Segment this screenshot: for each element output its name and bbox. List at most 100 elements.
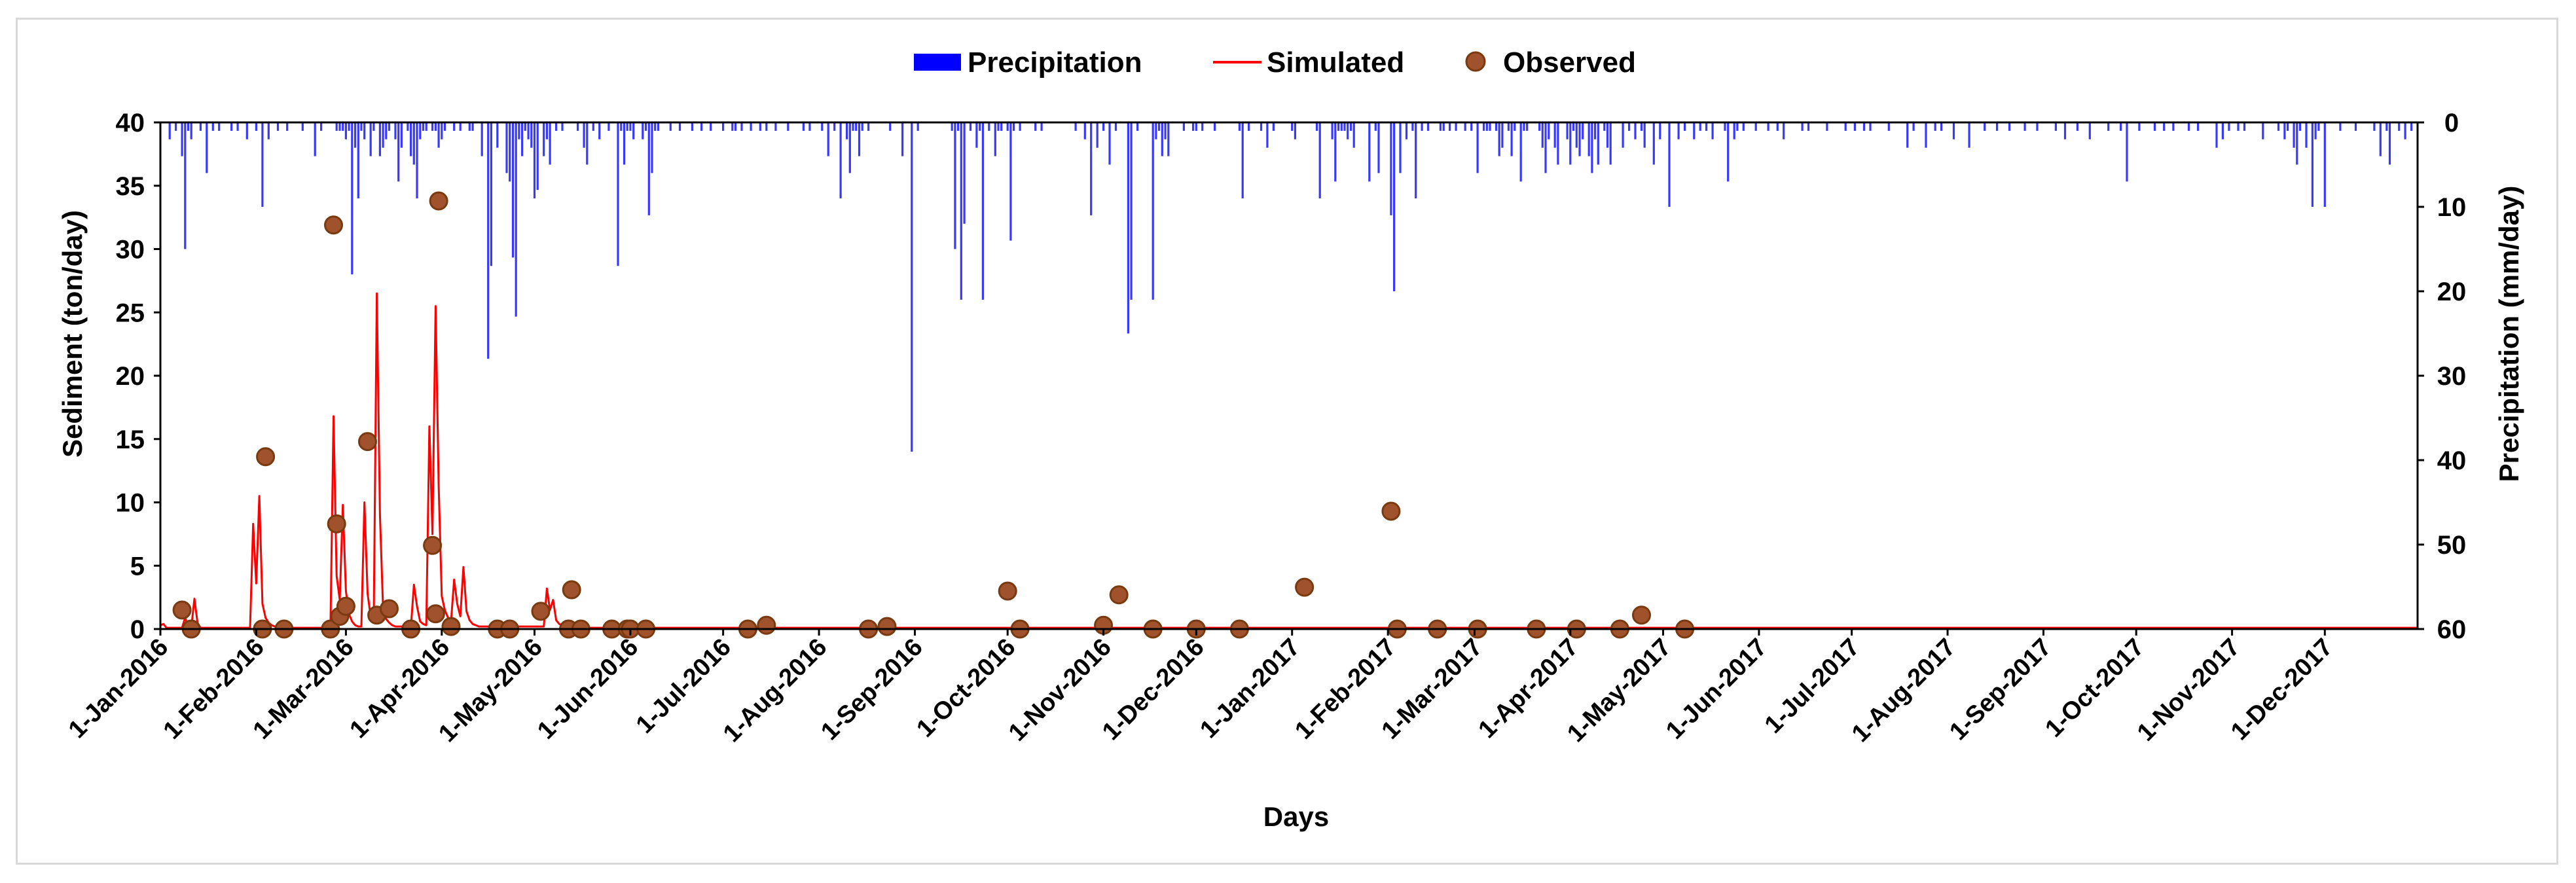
precip-bar: [314, 122, 316, 156]
observed-point: [1295, 577, 1315, 597]
precip-bar: [1578, 122, 1581, 156]
precip-bar: [1628, 122, 1631, 131]
observed-point: [531, 602, 551, 621]
x-axis-ticks: 1-Jan-20161-Feb-20161-Mar-20161-Apr-2016…: [63, 629, 2338, 748]
precip-bar: [1000, 122, 1003, 131]
precip-bar: [960, 122, 962, 300]
precip-bar: [1291, 122, 1294, 131]
precip-bar: [360, 122, 363, 131]
precip-bar: [647, 122, 650, 215]
observed-point: [757, 615, 776, 635]
precip-bar: [1523, 122, 1525, 131]
precip-bar: [617, 122, 619, 266]
precip-bar: [338, 122, 341, 131]
x-tick-label: 1-Jul-2017: [1760, 634, 1865, 739]
precip-bar: [1912, 122, 1915, 131]
precip-bar: [1553, 122, 1556, 148]
precip-bar: [1152, 122, 1154, 300]
precip-bar: [431, 122, 434, 131]
precip-bar: [2120, 122, 2122, 131]
right-tick-label: 10: [2437, 193, 2467, 222]
precip-bar: [632, 122, 635, 139]
precip-bar: [407, 122, 409, 131]
precip-bar: [1526, 122, 1529, 131]
observed-point: [358, 432, 377, 452]
precip-bar: [1411, 122, 1414, 131]
precip-bar: [2404, 122, 2406, 139]
precip-bar: [206, 122, 208, 173]
precip-bar: [511, 122, 515, 258]
precip-bar: [1470, 122, 1473, 131]
precip-bar: [1090, 122, 1093, 215]
precip-bar: [175, 122, 177, 131]
precip-bar: [1096, 122, 1098, 148]
precip-bar: [1754, 122, 1757, 131]
precipitation-bars: [168, 122, 2413, 452]
precip-bar: [378, 122, 381, 156]
precip-bar: [255, 122, 257, 131]
precip-bar: [1442, 122, 1445, 131]
precip-bar: [471, 122, 474, 131]
precip-bar: [2314, 122, 2317, 139]
observed-point: [336, 596, 355, 616]
precip-bar: [1083, 122, 1086, 139]
precip-bar: [543, 122, 545, 156]
precip-bar: [802, 122, 805, 131]
precip-bar: [545, 122, 548, 139]
precip-bar: [385, 122, 388, 139]
precip-bar: [1724, 122, 1726, 131]
precip-bar: [1968, 122, 1970, 148]
observed-point: [327, 514, 346, 533]
observed-point: [1632, 605, 1651, 625]
precip-bar: [1514, 122, 1516, 131]
precip-bar: [1476, 122, 1479, 173]
precip-bar: [2237, 122, 2240, 131]
precip-bar: [1108, 122, 1111, 165]
precip-bar: [1925, 122, 1927, 148]
precip-bar: [598, 122, 601, 139]
precip-bar: [1507, 122, 1510, 131]
right-axis-ticks: 0 10 20 30 40 50 60: [2418, 109, 2466, 644]
precip-bar: [416, 122, 418, 199]
precip-bar: [981, 122, 984, 300]
precip-bar: [2054, 122, 2057, 131]
precip-bar: [1485, 122, 1488, 131]
precip-bar: [1693, 122, 1696, 139]
precip-bar: [700, 122, 703, 131]
precip-bar: [518, 122, 520, 139]
left-tick-label: 0: [130, 615, 145, 644]
observed-point: [324, 215, 343, 235]
precip-bar: [2296, 122, 2298, 165]
chart-svg: Precipitation Simulated Observed 0 5 10 15 2…: [57, 46, 2524, 832]
precip-bar: [425, 122, 427, 131]
precip-bar: [496, 122, 499, 148]
precip-bar: [821, 122, 824, 131]
precip-bar: [1426, 122, 1430, 131]
precip-bar: [1449, 122, 1451, 131]
precip-bar: [276, 122, 280, 131]
precip-bar: [623, 122, 626, 165]
precip-bar: [372, 122, 375, 131]
precip-bar: [2305, 122, 2308, 148]
precip-bar: [533, 122, 536, 199]
precip-bar: [1161, 122, 1163, 156]
right-tick-label: 20: [2437, 278, 2467, 306]
precip-bar: [979, 122, 981, 131]
precip-bar: [286, 122, 289, 131]
precip-bar: [1390, 122, 1392, 215]
precip-bar: [1652, 122, 1655, 165]
precip-bar: [2317, 122, 2320, 131]
precip-bar: [787, 122, 789, 131]
precip-bar: [710, 122, 712, 131]
precip-bar: [505, 122, 508, 173]
precip-bar: [2126, 122, 2128, 182]
precip-bar: [1127, 122, 1129, 334]
precip-bar: [642, 122, 644, 139]
precip-bar: [1844, 122, 1847, 131]
precip-bar: [2277, 122, 2280, 131]
precip-bar: [1343, 122, 1346, 131]
precip-bar: [1352, 122, 1355, 148]
left-tick-label: 25: [116, 298, 145, 327]
precip-bar: [1498, 122, 1500, 156]
precip-bar: [2023, 122, 2026, 131]
